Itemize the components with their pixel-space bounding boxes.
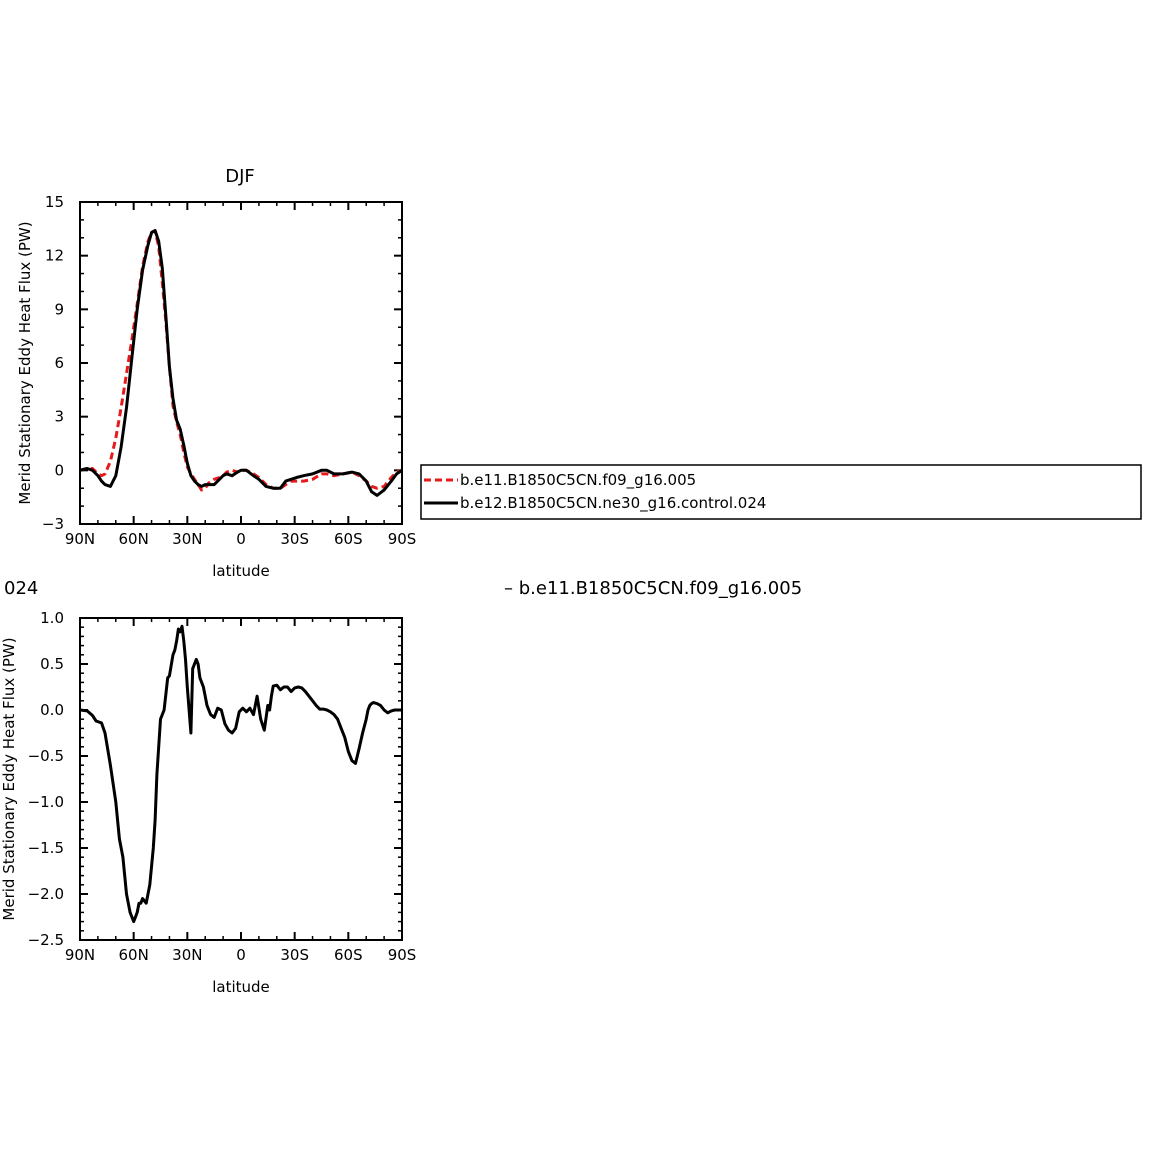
y-tick-label: −2.0 [28, 885, 64, 903]
y-tick-label: 0.5 [40, 655, 64, 673]
bottom-panel: 024 – b.e11.B1850C5CN.f09_g16.005 90N 60N… [0, 578, 802, 996]
legend: b.e11.B1850C5CN.f09_g16.005 b.e12.B1850C… [420, 464, 1142, 520]
y-tick-label: −1.0 [28, 793, 64, 811]
bottom-series-line-0 [80, 624, 402, 924]
bottom-ylabel: Merid Stationary Eddy Heat Flux (PW) [0, 637, 18, 920]
x-tick-label: 90N [65, 530, 95, 548]
x-tick-label: 60S [334, 946, 363, 964]
x-tick-label: 90N [65, 946, 95, 964]
y-tick-label: −0.5 [28, 747, 64, 765]
legend-item-label: b.e12.B1850C5CN.ne30_g16.control.024 [460, 494, 766, 513]
x-tick-label: 30S [280, 530, 309, 548]
bottom-plot-frame [79, 617, 403, 941]
dash-glyph: – [504, 578, 519, 599]
top-plot-frame [79, 201, 403, 525]
bottom-xlabel: latitude [212, 978, 270, 996]
bottom-series [80, 624, 402, 924]
top-title: DJF [225, 166, 255, 187]
bottom-legend-fragment: – b.e11.B1850C5CN.f09_g16.005 [504, 578, 802, 599]
y-tick-label: 0 [54, 461, 64, 479]
x-tick-label: 60N [119, 946, 149, 964]
top-tick-labels: 90N 60N 30N 0 30S 60S 90S −3 0 3 6 9 12 15 [42, 193, 416, 548]
y-tick-label: −3 [42, 515, 64, 533]
top-panel: DJF 90N 60N 30N 0 30S 60S 90S −3 0 3 6 9 12 15 latitu… [16, 166, 416, 580]
y-tick-label: 6 [54, 354, 64, 372]
x-tick-label: 60N [119, 530, 149, 548]
y-tick-label: 15 [45, 193, 64, 211]
x-tick-label: 30N [172, 946, 202, 964]
x-tick-label: 90S [388, 946, 417, 964]
legend-box [420, 464, 1142, 520]
x-tick-label: 30N [172, 530, 202, 548]
bottom-tick-labels: 90N 60N 30N 0 30S 60S 90S −2.5 −2.0 −1.5 −1.0 −0.5 0… [28, 609, 417, 964]
y-tick-label: 0.0 [40, 701, 64, 719]
top-series [80, 229, 402, 497]
x-tick-label: 60S [334, 530, 363, 548]
bottom-ticks [79, 617, 403, 941]
bottom-legend-fragment-text: b.e11.B1850C5CN.f09_g16.005 [519, 578, 802, 599]
y-tick-label: 3 [54, 408, 64, 426]
top-series-line-0 [80, 229, 402, 492]
y-tick-label: −1.5 [28, 839, 64, 857]
x-tick-label: 0 [236, 530, 246, 548]
y-tick-label: 12 [45, 247, 64, 265]
bottom-title-fragment: 024 [4, 578, 38, 599]
top-xlabel: latitude [212, 562, 270, 580]
x-tick-label: 30S [280, 946, 309, 964]
y-tick-label: −2.5 [28, 931, 64, 949]
x-tick-label: 90S [388, 530, 417, 548]
x-tick-label: 0 [236, 946, 246, 964]
top-ylabel: Merid Stationary Eddy Heat Flux (PW) [16, 221, 34, 504]
y-tick-label: 9 [54, 300, 64, 318]
y-tick-label: 1.0 [40, 609, 64, 627]
top-series-line-1 [80, 229, 402, 497]
legend-item-label: b.e11.B1850C5CN.f09_g16.005 [460, 471, 696, 490]
